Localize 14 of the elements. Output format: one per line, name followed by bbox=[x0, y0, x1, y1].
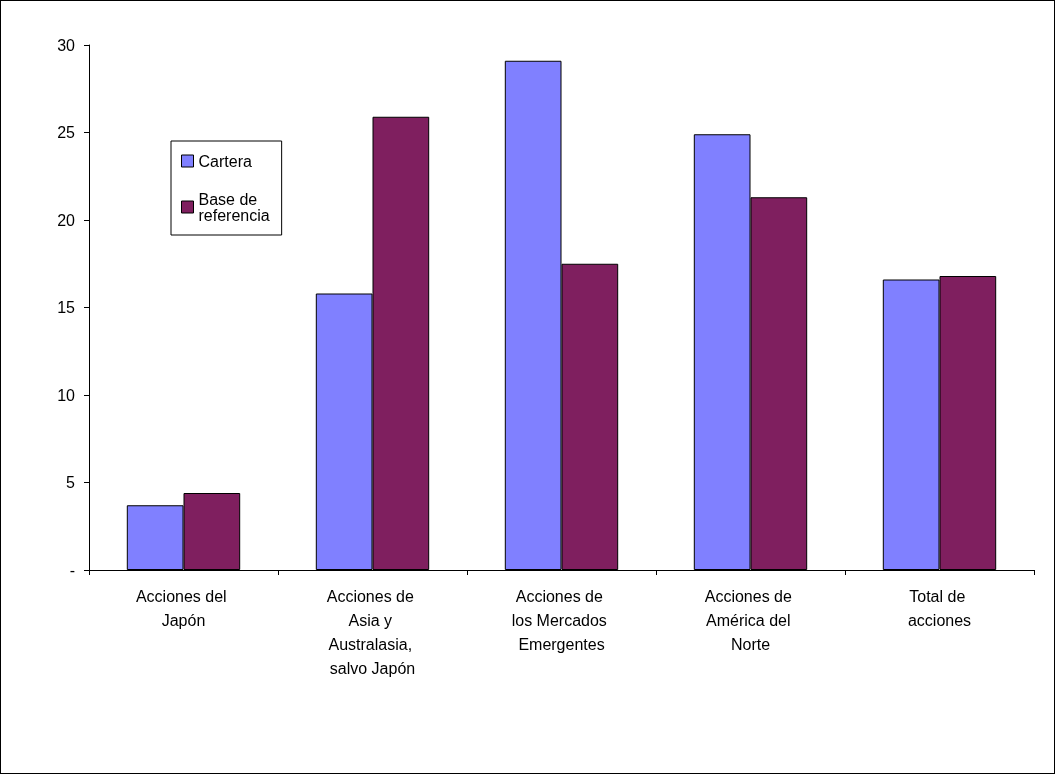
y-tick-label: 25 bbox=[57, 124, 76, 141]
legend-label: Cartera bbox=[198, 152, 252, 170]
y-tick-label: - bbox=[69, 561, 75, 579]
x-tick-label: Acciones de Asia y Australasia, salvo Japón bbox=[326, 587, 419, 677]
y-tick-label: 5 bbox=[66, 474, 76, 491]
y-tick-label: 10 bbox=[57, 386, 76, 404]
x-tick-label: Acciones del Japón bbox=[135, 587, 232, 629]
legend-label: Base de referencia bbox=[198, 190, 270, 224]
x-tick-label: Total de acciones bbox=[907, 587, 972, 629]
x-tick-label: Acciones de América del Norte bbox=[704, 587, 797, 653]
y-tick-label: 20 bbox=[57, 211, 76, 229]
y-tick-label: 15 bbox=[57, 299, 76, 316]
y-tick-label: 30 bbox=[57, 36, 76, 54]
x-tick-label: Acciones de los Mercados Emergentes bbox=[511, 587, 612, 653]
